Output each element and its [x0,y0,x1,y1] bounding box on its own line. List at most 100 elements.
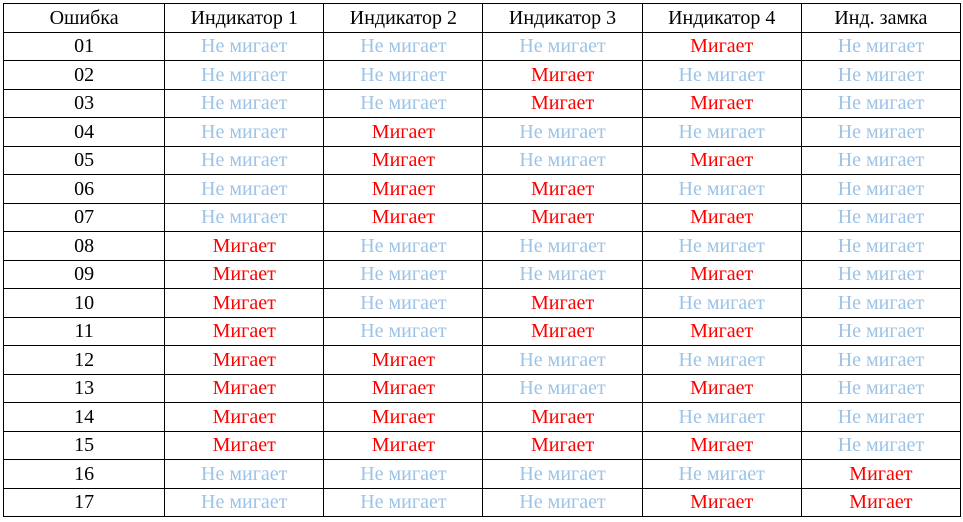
indicator-3-state-cell: Не мигает [482,459,643,489]
header-indicator-4: Индикатор 4 [641,3,802,33]
error-code-cell: 08 [2,231,166,261]
indicator-3-state-cell: Мигает [482,88,643,118]
table-row: 17 Не мигает Не мигает Не мигает Мигает Мигае… [2,487,962,517]
table-row: 04 Не мигает Мигает Не мигает Не мигает Не ми… [2,117,962,147]
lock-indicator-state-cell: Мигает [800,487,962,517]
indicator-3-state-cell: Не мигает [482,259,643,289]
lock-indicator-state-cell: Не мигает [800,288,962,318]
indicator-1-state-cell: Не мигает [164,487,325,517]
lock-indicator-state-cell: Не мигает [800,345,962,375]
indicator-3-state-cell: Мигает [482,174,643,204]
indicator-1-state-cell: Не мигает [164,145,325,175]
table-row: 03 Не мигает Не мигает Мигает Мигает Не мигае… [2,88,962,118]
table-row: 14 Мигает Мигает Мигает Не мигает Не мигает [2,402,962,432]
table-row: 02 Не мигает Не мигает Мигает Не мигает Не ми… [2,60,962,90]
indicator-2-state-cell: Не мигает [323,31,484,61]
table-row: 15 Мигает Мигает Мигает Мигает Не мигает [2,430,962,460]
lock-indicator-state-cell: Не мигает [800,60,962,90]
indicator-4-state-cell: Не мигает [641,60,802,90]
indicator-1-state-cell: Мигает [164,345,325,375]
indicator-4-state-cell: Мигает [641,88,802,118]
indicator-4-state-cell: Не мигает [641,459,802,489]
indicator-4-state-cell: Не мигает [641,345,802,375]
indicator-1-state-cell: Не мигает [164,117,325,147]
indicator-1-state-cell: Не мигает [164,31,325,61]
table-row: 13 Мигает Мигает Не мигает Мигает Не мигает [2,373,962,403]
table-row: 07 Не мигает Мигает Мигает Мигает Не мигает [2,202,962,232]
table-row: 09 Мигает Не мигает Не мигает Мигает Не мигае… [2,259,962,289]
table-row: 01 Не мигает Не мигает Не мигает Мигает Не ми… [2,31,962,61]
indicator-4-state-cell: Мигает [641,31,802,61]
lock-indicator-state-cell: Не мигает [800,117,962,147]
table-row: 10 Мигает Не мигает Мигает Не мигает Не мигае… [2,288,962,318]
error-code-cell: 04 [2,117,166,147]
indicator-2-state-cell: Не мигает [323,231,484,261]
lock-indicator-state-cell: Не мигает [800,145,962,175]
indicator-1-state-cell: Мигает [164,402,325,432]
indicator-3-state-cell: Не мигает [482,145,643,175]
indicator-3-state-cell: Мигает [482,430,643,460]
indicator-3-state-cell: Не мигает [482,373,643,403]
table-row: 16 Не мигает Не мигает Не мигает Не мигает Ми… [2,459,962,489]
indicator-2-state-cell: Мигает [323,145,484,175]
indicator-3-state-cell: Не мигает [482,487,643,517]
indicator-1-state-cell: Не мигает [164,174,325,204]
table-header-row: Ошибка Индикатор 1 Индикатор 2 Индикатор… [2,3,962,33]
indicator-4-state-cell: Мигает [641,316,802,346]
indicator-4-state-cell: Не мигает [641,231,802,261]
indicator-4-state-cell: Мигает [641,259,802,289]
indicator-4-state-cell: Мигает [641,430,802,460]
error-code-cell: 12 [2,345,166,375]
table-row: 05 Не мигает Мигает Не мигает Мигает Не мигае… [2,145,962,175]
error-code-cell: 16 [2,459,166,489]
indicator-2-state-cell: Мигает [323,174,484,204]
indicator-4-state-cell: Мигает [641,145,802,175]
indicator-4-state-cell: Не мигает [641,402,802,432]
lock-indicator-state-cell: Не мигает [800,430,962,460]
indicator-2-state-cell: Не мигает [323,259,484,289]
header-indicator-3: Индикатор 3 [482,3,643,33]
lock-indicator-state-cell: Не мигает [800,373,962,403]
indicator-1-state-cell: Не мигает [164,60,325,90]
indicator-4-state-cell: Мигает [641,487,802,517]
indicator-1-state-cell: Мигает [164,373,325,403]
indicator-2-state-cell: Мигает [323,373,484,403]
indicator-4-state-cell: Не мигает [641,288,802,318]
indicator-1-state-cell: Мигает [164,430,325,460]
error-code-cell: 10 [2,288,166,318]
indicator-1-state-cell: Мигает [164,316,325,346]
error-code-cell: 03 [2,88,166,118]
header-indicator-2: Индикатор 2 [323,3,484,33]
indicator-3-state-cell: Мигает [482,402,643,432]
error-code-cell: 13 [2,373,166,403]
error-code-cell: 05 [2,145,166,175]
lock-indicator-state-cell: Не мигает [800,202,962,232]
indicator-2-state-cell: Не мигает [323,288,484,318]
table-row: 12 Мигает Мигает Не мигает Не мигает Не мигае… [2,345,962,375]
lock-indicator-state-cell: Не мигает [800,259,962,289]
indicator-4-state-cell: Не мигает [641,117,802,147]
error-code-cell: 11 [2,316,166,346]
indicator-3-state-cell: Не мигает [482,345,643,375]
table-row: 08 Мигает Не мигает Не мигает Не мигает Не ми… [2,231,962,261]
header-indicator-1: Индикатор 1 [164,3,325,33]
indicator-3-state-cell: Мигает [482,316,643,346]
lock-indicator-state-cell: Не мигает [800,88,962,118]
indicator-2-state-cell: Не мигает [323,316,484,346]
error-code-cell: 02 [2,60,166,90]
error-code-cell: 06 [2,174,166,204]
indicator-1-state-cell: Мигает [164,259,325,289]
error-code-cell: 14 [2,402,166,432]
indicator-2-state-cell: Мигает [323,402,484,432]
indicator-4-state-cell: Не мигает [641,174,802,204]
indicator-3-state-cell: Не мигает [482,117,643,147]
indicator-2-state-cell: Мигает [323,345,484,375]
error-table-container: Ошибка Индикатор 1 Индикатор 2 Индикатор… [2,3,962,517]
indicator-1-state-cell: Не мигает [164,88,325,118]
indicator-1-state-cell: Мигает [164,288,325,318]
lock-indicator-state-cell: Мигает [800,459,962,489]
header-lock-indicator: Инд. замка [800,3,962,33]
indicator-2-state-cell: Мигает [323,117,484,147]
indicator-4-state-cell: Мигает [641,373,802,403]
table-row: 06 Не мигает Мигает Мигает Не мигает Не мигае… [2,174,962,204]
